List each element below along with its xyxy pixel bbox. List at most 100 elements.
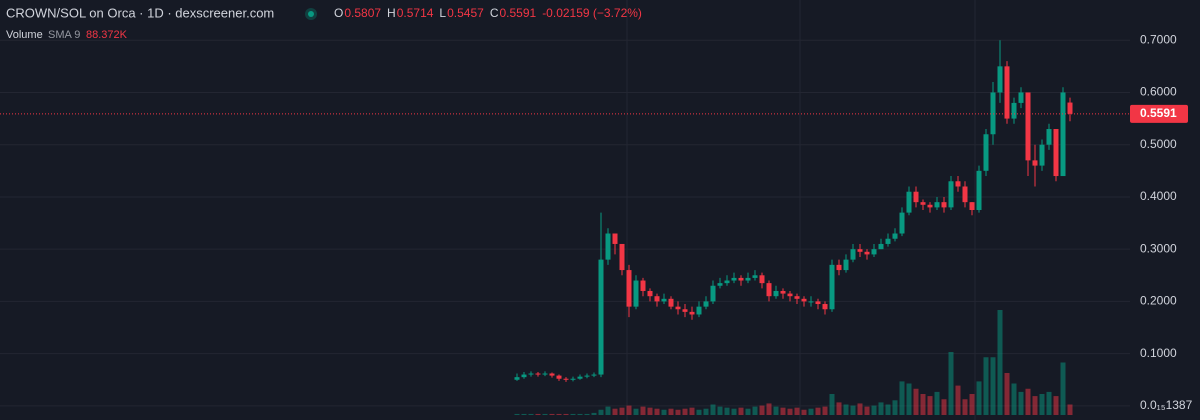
- candle-body: [913, 191, 919, 203]
- volume-bar: [619, 407, 625, 415]
- status-dot: [308, 11, 314, 17]
- candle-body: [584, 375, 590, 377]
- candle-body: [619, 243, 625, 271]
- volume-bar: [878, 402, 884, 415]
- candle-body: [808, 301, 814, 303]
- candle-body: [836, 264, 842, 271]
- volume-bar: [969, 394, 975, 415]
- y-tick-label: 0.5000: [1140, 137, 1177, 151]
- candle-body: [682, 309, 688, 312]
- volume-bar: [647, 407, 653, 415]
- candle-body: [528, 373, 534, 375]
- y-tick-label: 0.0₁₅1387: [1140, 398, 1193, 412]
- volume-bar: [710, 404, 716, 415]
- candle-body: [605, 233, 611, 260]
- volume-bar: [661, 409, 667, 415]
- candle-body: [899, 212, 905, 234]
- candle-body: [787, 293, 793, 297]
- last-price-tag: [1130, 104, 1188, 123]
- ohlc-value: 0.5807: [344, 6, 381, 20]
- volume-bar: [535, 413, 541, 415]
- ohlc-label: O: [334, 6, 343, 20]
- volume-bar: [563, 413, 569, 415]
- candle-body: [1018, 92, 1024, 103]
- candle-body: [696, 306, 702, 315]
- volume-bar: [682, 408, 688, 415]
- volume-bar: [731, 408, 737, 415]
- candle-body: [577, 376, 583, 379]
- candle-body: [570, 378, 576, 380]
- volume-bar: [983, 357, 989, 415]
- candle-body: [738, 277, 744, 281]
- candle-body: [1004, 66, 1010, 119]
- candle-body: [829, 264, 835, 310]
- candle-body: [1046, 129, 1052, 145]
- volume-bar: [773, 406, 779, 415]
- candle-body: [934, 202, 940, 208]
- candle-body: [710, 285, 716, 302]
- candle-body: [1053, 129, 1059, 177]
- volume-bar: [605, 406, 611, 415]
- volume-bar: [1060, 362, 1066, 415]
- candle-body: [822, 304, 828, 310]
- candle-body: [906, 191, 912, 213]
- volume-bar: [941, 399, 947, 415]
- volume-bar: [857, 403, 863, 415]
- volume-bar: [703, 408, 709, 415]
- volume-bar: [675, 409, 681, 415]
- volume-legend-value: 88.372K: [86, 29, 128, 41]
- volume-bar: [892, 400, 898, 415]
- volume-bar: [913, 388, 919, 415]
- candle-body: [514, 377, 520, 380]
- volume-legend-name: Volume: [6, 29, 43, 41]
- candle-body: [556, 375, 562, 379]
- candle-body: [703, 301, 709, 307]
- volume-bar: [1018, 391, 1024, 415]
- y-tick-label: 0.2000: [1140, 294, 1177, 308]
- volume-bar: [1011, 383, 1017, 415]
- candle-body: [1011, 102, 1017, 119]
- candle-body: [976, 170, 982, 210]
- volume-bar: [1053, 396, 1059, 415]
- volume-bar: [836, 402, 842, 415]
- volume-bar: [584, 413, 590, 415]
- candle-body: [927, 204, 933, 208]
- volume-bar: [829, 394, 835, 415]
- volume-bar: [724, 407, 730, 415]
- candle-body: [794, 296, 800, 299]
- volume-bar: [815, 407, 821, 415]
- candle-body: [668, 298, 674, 307]
- volume-bar: [780, 407, 786, 415]
- volume-bar: [654, 408, 660, 415]
- volume-bar: [1039, 394, 1045, 415]
- candle-body: [1067, 102, 1073, 114]
- candle-body: [542, 373, 548, 375]
- volume-bar: [822, 406, 828, 415]
- candle-body: [1025, 92, 1031, 161]
- volume-bar: [766, 403, 772, 415]
- volume-bar: [1025, 388, 1031, 415]
- last-price-label: 0.5591: [1140, 106, 1177, 120]
- volume-bar: [612, 408, 618, 415]
- volume-bar: [745, 408, 751, 415]
- candle-body: [969, 202, 975, 210]
- candle-body: [948, 181, 954, 208]
- volume-bar: [843, 404, 849, 415]
- volume-bar: [556, 413, 562, 415]
- volume-bar: [934, 391, 940, 415]
- ohlc-label: H: [387, 6, 396, 20]
- candle-body: [997, 66, 1003, 93]
- volume-bar: [738, 407, 744, 415]
- volume-bar: [570, 413, 576, 415]
- candle-body: [920, 202, 926, 205]
- ohlc-value: 0.5457: [447, 6, 484, 20]
- volume-bar: [528, 413, 534, 415]
- candle-body: [745, 277, 751, 281]
- candle-body: [773, 290, 779, 297]
- candle-body: [640, 280, 646, 291]
- candle-body: [591, 374, 597, 376]
- volume-bar: [801, 409, 807, 415]
- volume-bar: [1067, 404, 1073, 415]
- volume-bar: [927, 396, 933, 415]
